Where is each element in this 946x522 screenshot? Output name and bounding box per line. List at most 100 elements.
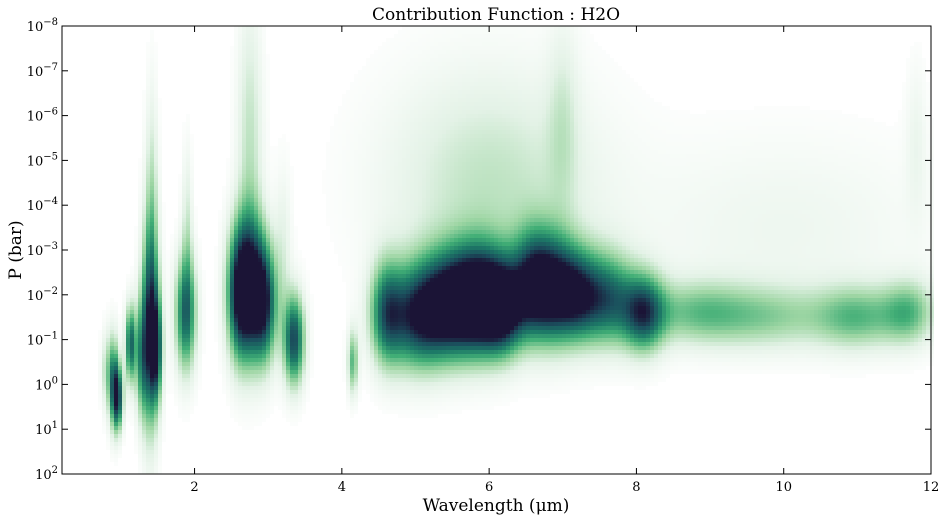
heat-cell xyxy=(382,70,386,74)
heat-cell xyxy=(794,110,798,114)
heat-cell xyxy=(142,150,146,154)
heat-cell xyxy=(910,50,914,54)
heat-cell xyxy=(598,130,602,134)
heat-cell xyxy=(670,150,674,154)
heat-cell xyxy=(710,110,714,114)
heat-cell xyxy=(590,66,594,70)
heat-cell xyxy=(730,118,734,122)
heat-cell xyxy=(414,130,418,134)
heat-cell xyxy=(914,166,918,170)
heat-cell xyxy=(666,126,670,130)
heat-cell xyxy=(354,126,358,130)
heat-cell xyxy=(526,34,530,38)
heat-cell xyxy=(386,58,390,62)
heat-cell xyxy=(486,82,490,86)
heat-cell xyxy=(226,166,230,170)
heat-cell xyxy=(142,102,146,106)
heat-cell xyxy=(370,130,374,134)
heat-cell xyxy=(486,166,490,170)
heat-cell xyxy=(914,134,918,138)
heat-cell xyxy=(598,106,602,110)
heat-cell xyxy=(598,174,602,178)
heat-cell xyxy=(850,182,854,186)
heat-cell xyxy=(846,146,850,150)
heat-cell xyxy=(334,182,338,186)
heat-cell xyxy=(602,154,606,158)
heat-cell xyxy=(422,106,426,110)
heat-cell xyxy=(470,110,474,114)
heat-cell xyxy=(254,158,258,162)
heat-cell xyxy=(886,134,890,138)
heat-cell xyxy=(278,154,282,158)
heat-cell xyxy=(422,70,426,74)
heat-cell xyxy=(846,134,850,138)
heat-cell xyxy=(662,162,666,166)
heat-cell xyxy=(234,186,238,190)
heat-cell xyxy=(390,150,394,154)
heat-cell xyxy=(266,138,270,142)
heat-cell xyxy=(278,162,282,166)
heat-cell xyxy=(818,162,822,166)
heat-cell xyxy=(910,130,914,134)
heat-cell xyxy=(618,102,622,106)
heat-cell xyxy=(554,182,558,186)
heat-cell xyxy=(374,118,378,122)
heat-cell xyxy=(854,130,858,134)
heat-cell xyxy=(154,106,158,110)
heat-cell xyxy=(558,154,562,158)
heat-cell xyxy=(774,118,778,122)
heat-cell xyxy=(818,110,822,114)
heat-cell xyxy=(902,154,906,158)
heat-cell xyxy=(626,126,630,130)
heat-cell xyxy=(482,78,486,82)
heat-cell xyxy=(926,162,930,166)
heat-cell xyxy=(874,138,878,142)
heat-cell xyxy=(790,142,794,146)
heat-cell xyxy=(630,98,634,102)
heat-cell xyxy=(402,74,406,78)
heat-cell xyxy=(386,38,390,42)
heat-cell xyxy=(478,114,482,118)
heat-cell xyxy=(354,94,358,98)
heat-cell xyxy=(506,170,510,174)
heat-cell xyxy=(146,114,150,118)
heat-cell xyxy=(390,98,394,102)
heat-cell xyxy=(234,146,238,150)
heat-cell xyxy=(362,170,366,174)
heat-cell xyxy=(802,158,806,162)
heat-cell xyxy=(738,158,742,162)
heat-cell xyxy=(242,106,246,110)
heat-cell xyxy=(790,118,794,122)
heat-cell xyxy=(658,162,662,166)
heat-cell xyxy=(650,114,654,118)
heat-cell xyxy=(686,154,690,158)
heat-cell xyxy=(922,114,926,118)
heat-cell xyxy=(754,174,758,178)
heat-cell xyxy=(766,118,770,122)
heat-cell xyxy=(422,90,426,94)
heat-cell xyxy=(446,74,450,78)
heat-cell xyxy=(562,126,566,130)
heat-cell xyxy=(538,54,542,58)
heat-cell xyxy=(386,42,390,46)
heat-cell xyxy=(926,90,930,94)
heat-cell xyxy=(742,170,746,174)
heat-cell xyxy=(538,78,542,82)
heat-cell xyxy=(922,66,926,70)
heat-cell xyxy=(466,94,470,98)
heat-cell xyxy=(250,26,254,30)
heat-cell xyxy=(570,158,574,162)
heat-cell xyxy=(562,142,566,146)
heat-cell xyxy=(278,146,282,150)
heat-cell xyxy=(598,134,602,138)
heat-cell xyxy=(414,54,418,58)
heat-cell xyxy=(558,78,562,82)
heat-cell xyxy=(558,50,562,54)
heat-cell xyxy=(518,118,522,122)
heat-cell xyxy=(146,106,150,110)
heat-cell xyxy=(406,114,410,118)
heat-cell xyxy=(266,118,270,122)
heat-cell xyxy=(706,142,710,146)
heat-cell xyxy=(358,98,362,102)
heat-cell xyxy=(614,162,618,166)
